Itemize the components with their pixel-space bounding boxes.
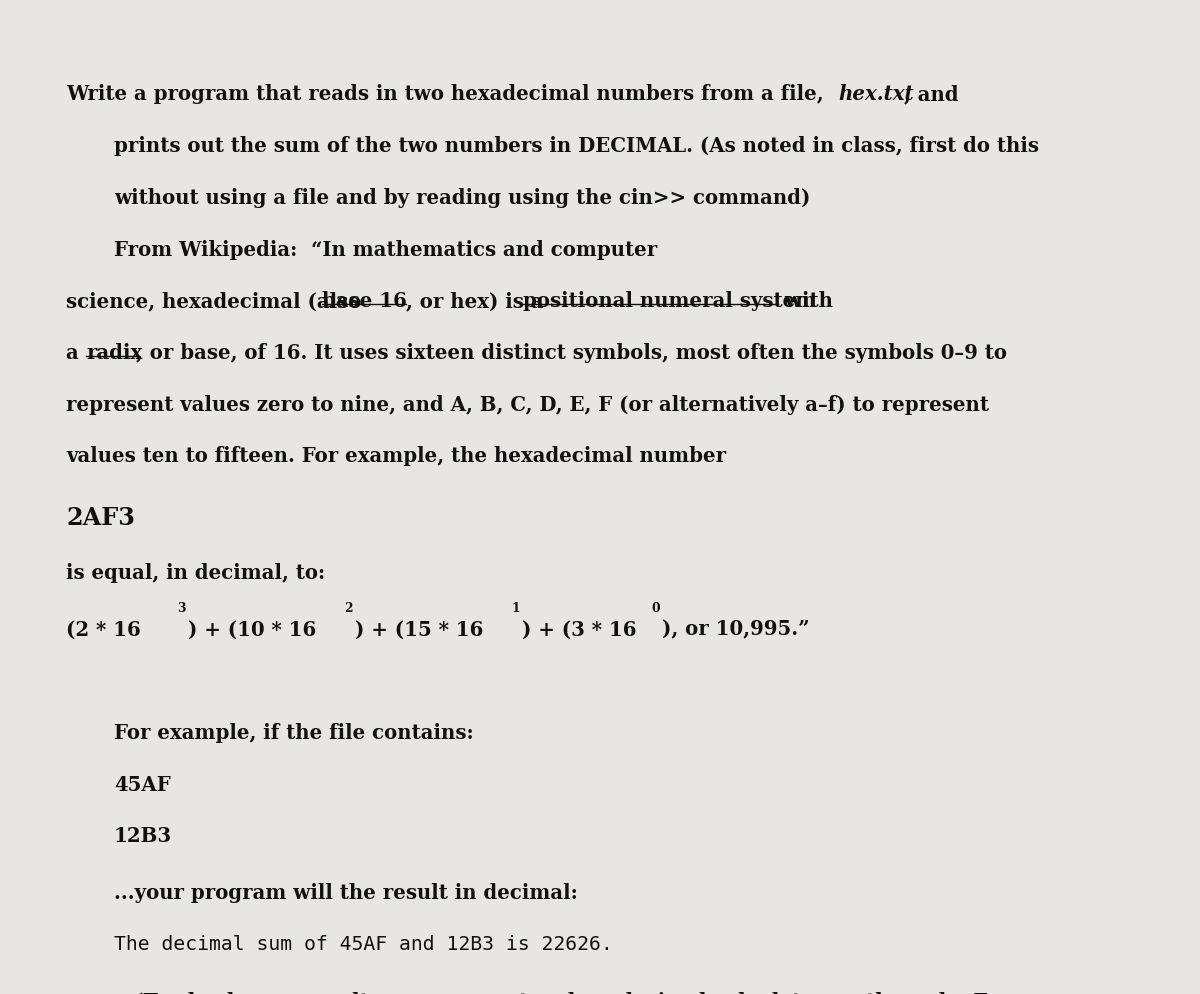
Text: ...your program will the result in decimal:: ...your program will the result in decim… <box>114 883 578 904</box>
Text: , or base, of 16. It uses sixteen distinct symbols, most often the symbols 0–9 t: , or base, of 16. It uses sixteen distin… <box>136 343 1007 363</box>
Text: ) + (10 * 16: ) + (10 * 16 <box>188 619 317 639</box>
Text: ) + (3 * 16: ) + (3 * 16 <box>522 619 636 639</box>
Text: 2AF3: 2AF3 <box>66 506 134 530</box>
Text: For example, if the file contains:: For example, if the file contains: <box>114 723 474 743</box>
Text: is equal, in decimal, to:: is equal, in decimal, to: <box>66 563 325 582</box>
Text: radix: radix <box>86 343 143 363</box>
Text: , or hex) is a: , or hex) is a <box>406 291 550 311</box>
Text: , and: , and <box>904 84 959 104</box>
Text: values ten to fifteen. For example, the hexadecimal number: values ten to fifteen. For example, the … <box>66 446 726 466</box>
Text: science, hexadecimal (also: science, hexadecimal (also <box>66 291 368 311</box>
Text: 2: 2 <box>344 601 353 614</box>
Text: represent values zero to nine, and A, B, C, D, E, F (or alternatively a–f) to re: represent values zero to nine, and A, B,… <box>66 395 989 414</box>
Text: ) + (15 * 16: ) + (15 * 16 <box>355 619 484 639</box>
Text: positional numeral system: positional numeral system <box>523 291 816 311</box>
Text: prints out the sum of the two numbers in DECIMAL. (As noted in class, first do t: prints out the sum of the two numbers in… <box>114 136 1039 156</box>
Text: Write a program that reads in two hexadecimal numbers from a file,: Write a program that reads in two hexade… <box>66 84 830 104</box>
Text: ), or 10,995.”: ), or 10,995.” <box>662 619 810 639</box>
Text: with: with <box>778 291 833 311</box>
Text: 45AF: 45AF <box>114 774 170 794</box>
Text: 12B3: 12B3 <box>114 826 172 846</box>
Text: base 16: base 16 <box>322 291 407 311</box>
Text: 1: 1 <box>511 601 520 614</box>
Text: The decimal sum of 45AF and 12B3 is 22626.: The decimal sum of 45AF and 12B3 is 2262… <box>114 934 613 954</box>
Text: 3: 3 <box>178 601 186 614</box>
Text: (2 * 16: (2 * 16 <box>66 619 140 639</box>
Text: a: a <box>66 343 85 363</box>
Text: without using a file and by reading using the cin>> command): without using a file and by reading usin… <box>114 188 810 208</box>
Text: 0: 0 <box>652 601 660 614</box>
Text: hex.txt: hex.txt <box>839 84 914 104</box>
Text: From Wikipedia:  “In mathematics and computer: From Wikipedia: “In mathematics and comp… <box>114 240 658 259</box>
Text: (To check your results, you can go to a hexadecimal calculator on the web.  For: (To check your results, you can go to a … <box>134 992 1010 994</box>
